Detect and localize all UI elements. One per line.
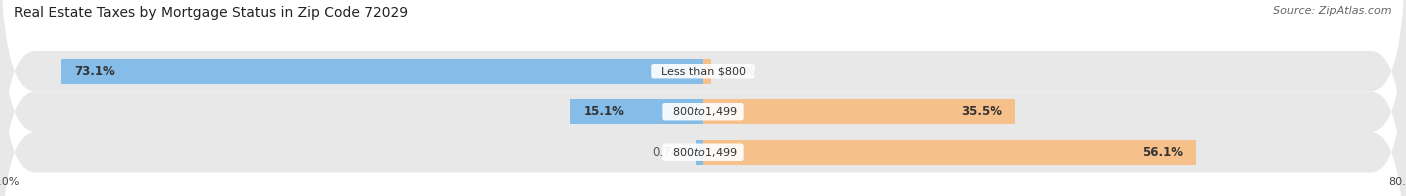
Text: 0.93%: 0.93% <box>718 65 755 78</box>
FancyBboxPatch shape <box>0 10 1406 196</box>
Text: Source: ZipAtlas.com: Source: ZipAtlas.com <box>1274 6 1392 16</box>
Bar <box>571 99 703 124</box>
Text: 73.1%: 73.1% <box>75 65 114 78</box>
Bar <box>703 99 1015 124</box>
Text: Less than $800: Less than $800 <box>654 66 752 76</box>
Bar <box>703 59 711 84</box>
Bar <box>60 59 703 84</box>
Bar <box>696 140 703 165</box>
Text: $800 to $1,499: $800 to $1,499 <box>665 146 741 159</box>
Text: 0.74%: 0.74% <box>652 146 689 159</box>
Text: 35.5%: 35.5% <box>960 105 1001 118</box>
Text: 56.1%: 56.1% <box>1142 146 1182 159</box>
Bar <box>703 140 1197 165</box>
Text: $800 to $1,499: $800 to $1,499 <box>665 105 741 118</box>
Text: 15.1%: 15.1% <box>583 105 624 118</box>
Text: Real Estate Taxes by Mortgage Status in Zip Code 72029: Real Estate Taxes by Mortgage Status in … <box>14 6 408 20</box>
